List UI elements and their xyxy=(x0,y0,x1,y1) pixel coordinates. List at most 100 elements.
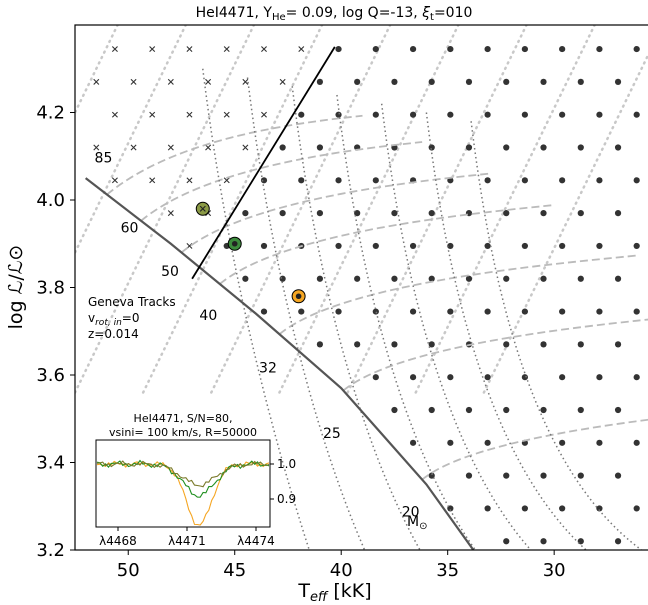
grid-dot xyxy=(428,472,435,479)
grid-cross xyxy=(111,177,118,184)
grid-dot xyxy=(391,78,398,85)
grid-dot xyxy=(409,111,417,118)
grid-dot xyxy=(428,406,435,414)
inset-series-olive xyxy=(96,460,270,488)
highlighted-star-center xyxy=(231,240,238,247)
inset-y-ticks: 1.0 0.9 xyxy=(270,457,296,506)
grid-dot xyxy=(409,308,417,315)
grid-dot xyxy=(372,242,379,250)
grid-dot xyxy=(260,177,268,184)
grid-dot xyxy=(428,341,435,348)
grid-dot xyxy=(484,439,491,446)
iso-line xyxy=(276,25,460,399)
inset-xtick-4471: λ4471 xyxy=(168,534,206,548)
geneva-z: z=0.014 xyxy=(88,327,139,341)
grid-dot xyxy=(559,177,566,184)
grid-dot xyxy=(540,210,547,217)
grid-dot xyxy=(577,144,584,151)
grid-dot xyxy=(447,374,454,381)
grid-dot xyxy=(372,111,379,118)
inset-xtick-4468: λ4468 xyxy=(99,534,137,548)
grid-dot xyxy=(428,144,435,151)
x-tick-label: 50 xyxy=(117,560,140,581)
grid-dot xyxy=(335,242,342,250)
grid-dot xyxy=(577,406,584,414)
grid-dot xyxy=(335,308,342,315)
y-axis-label: log ℒ/ℒ⊙ xyxy=(5,245,27,330)
grid-dot xyxy=(596,439,603,446)
grid-cross xyxy=(93,144,100,151)
dotted-curve xyxy=(380,103,532,550)
grid-cross xyxy=(186,177,193,184)
grid-dot xyxy=(521,111,528,118)
iso-line xyxy=(207,25,392,399)
grid-dot xyxy=(540,275,547,282)
grid-dot xyxy=(521,242,528,250)
grid-dot xyxy=(614,538,622,545)
grid-cross xyxy=(149,46,156,53)
grid-dot xyxy=(521,308,528,315)
grid-dot xyxy=(614,210,622,217)
grid-dot xyxy=(521,177,528,184)
grid-dot xyxy=(633,374,640,381)
grid-dot xyxy=(577,275,584,282)
grid-dot xyxy=(316,78,324,85)
grid-dot xyxy=(428,210,435,217)
grid-cross xyxy=(167,210,174,217)
x-tick-label: 45 xyxy=(223,560,246,581)
grid-dot xyxy=(633,45,640,53)
grid-dot xyxy=(559,308,566,315)
grid-dot xyxy=(559,45,566,53)
grid-dot xyxy=(596,374,603,381)
grid-dot xyxy=(559,111,566,118)
grid-cross xyxy=(223,111,230,118)
grid-dot xyxy=(614,78,622,85)
inset-ytick-1.0: 1.0 xyxy=(277,457,296,471)
grid-cross xyxy=(242,78,249,85)
grid-dot xyxy=(503,341,510,348)
grid-dot xyxy=(540,144,547,151)
y-axis: 3.2 3.4 3.6 3.8 4.0 4.2 xyxy=(36,103,75,561)
x-axis: 50 45 40 35 30 xyxy=(117,550,566,581)
grid-dot xyxy=(633,505,640,512)
inset-ytick-0.9: 0.9 xyxy=(277,492,296,506)
grid-dot xyxy=(409,45,417,53)
grid-dot xyxy=(540,538,547,545)
track-32 xyxy=(278,254,638,335)
highlighted-star-center xyxy=(295,293,302,300)
grid-cross xyxy=(298,46,305,53)
grid-dot xyxy=(335,45,342,53)
grid-dot xyxy=(391,210,398,217)
grid-dot xyxy=(540,341,547,348)
grid-dot xyxy=(316,210,324,217)
iso-line xyxy=(412,25,597,399)
grid-dot xyxy=(242,275,249,282)
dotted-curve xyxy=(470,121,642,550)
grid-dot xyxy=(614,275,622,282)
inset-title-line1: HeI4471, S/N=80, xyxy=(134,412,233,425)
grid-cross xyxy=(223,177,230,184)
grid-dot xyxy=(372,308,379,315)
dotted-curve xyxy=(246,77,366,550)
grid-cross xyxy=(205,144,212,151)
grid-dot xyxy=(521,505,528,512)
zams-line xyxy=(84,177,475,550)
grid-dot xyxy=(503,210,510,217)
grid-dot xyxy=(503,538,510,545)
grid-dot xyxy=(540,472,547,479)
grid-dot xyxy=(279,210,286,217)
grid-dot xyxy=(372,374,379,381)
grid-dot xyxy=(447,111,454,118)
grid-dot xyxy=(372,177,379,184)
grid-dot xyxy=(484,505,491,512)
grid-dot xyxy=(279,144,286,151)
grid-dot xyxy=(503,144,510,151)
grid-dot xyxy=(391,406,398,414)
grid-cross xyxy=(149,177,156,184)
grid-dot xyxy=(503,275,510,282)
mass-label-32: 32 xyxy=(259,360,277,376)
grid-dot xyxy=(335,111,342,118)
y-tick-label: 3.4 xyxy=(36,453,65,474)
grid-dot xyxy=(298,111,305,118)
